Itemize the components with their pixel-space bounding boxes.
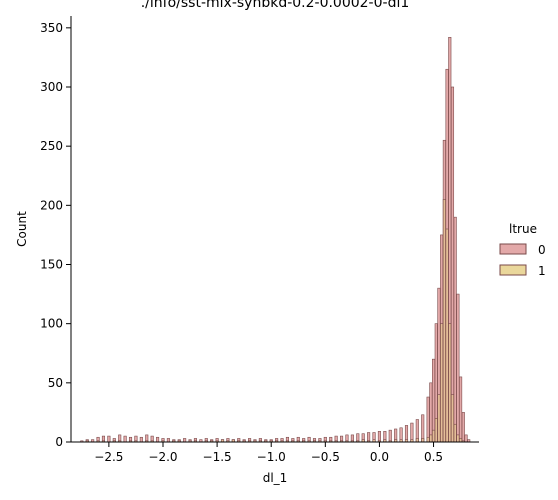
bar-ltrue-1 bbox=[456, 434, 460, 443]
bar-ltrue-0 bbox=[377, 431, 381, 443]
x-tick-label: −2.0 bbox=[148, 450, 177, 464]
x-tick-label: 0.5 bbox=[424, 450, 443, 464]
y-axis-title: Count bbox=[15, 211, 29, 247]
bar-ltrue-1 bbox=[440, 323, 444, 443]
bar-ltrue-1 bbox=[453, 423, 457, 443]
bar-ltrue-0 bbox=[464, 434, 468, 443]
x-tick-label: −1.0 bbox=[257, 450, 286, 464]
bar-ltrue-0 bbox=[461, 412, 465, 443]
bar-ltrue-0 bbox=[156, 436, 160, 443]
y-tick-label: 250 bbox=[40, 139, 63, 153]
x-tick-label: −2.5 bbox=[94, 450, 123, 464]
y-tick-label: 200 bbox=[40, 198, 63, 212]
y-tick-label: 0 bbox=[55, 435, 63, 449]
bar-ltrue-0 bbox=[450, 86, 455, 443]
bar-ltrue-1 bbox=[421, 438, 425, 443]
bar-ltrue-0 bbox=[421, 414, 425, 443]
bar-ltrue-1 bbox=[426, 436, 430, 443]
y-ticks-group: 0 50 100 150 200 250 300 350 bbox=[40, 21, 71, 449]
legend-label-1: 1 bbox=[538, 264, 546, 278]
bar-ltrue-0 bbox=[459, 376, 463, 443]
bar-ltrue-1 bbox=[415, 438, 419, 443]
y-tick-label: 350 bbox=[40, 21, 63, 35]
bar-ltrue-1 bbox=[459, 438, 463, 443]
bar-ltrue-1 bbox=[429, 434, 433, 443]
bar-ltrue-1 bbox=[448, 323, 452, 443]
legend-swatch-0 bbox=[499, 243, 527, 255]
bar-ltrue-1 bbox=[450, 394, 455, 443]
bar-ltrue-0 bbox=[453, 216, 457, 443]
bar-ltrue-0 bbox=[183, 438, 187, 443]
y-tick-label: 100 bbox=[40, 317, 63, 331]
bar-ltrue-0 bbox=[139, 436, 143, 443]
x-ticks-group: −2.5 −2.0 −1.5 −1.0 −0.5 0.0 0.5 bbox=[94, 442, 443, 464]
legend-label-0: 0 bbox=[538, 243, 546, 257]
bar-ltrue-0 bbox=[410, 422, 414, 443]
chart-title: ./info/sst-mix-synbkd-0.2-0.0002-0-dl1 bbox=[141, 0, 410, 11]
bar-ltrue-0 bbox=[432, 358, 436, 443]
bars-group bbox=[80, 36, 471, 443]
bar-ltrue-1 bbox=[434, 418, 438, 443]
bar-ltrue-1 bbox=[432, 429, 436, 443]
x-tick-label: −1.5 bbox=[203, 450, 232, 464]
bar-ltrue-0 bbox=[456, 293, 460, 443]
bar-ltrue-0 bbox=[426, 396, 430, 443]
legend-swatch-1 bbox=[499, 264, 527, 276]
y-tick-label: 150 bbox=[40, 258, 63, 272]
x-axis-title: dl_1 bbox=[263, 471, 288, 485]
x-tick-label: 0.0 bbox=[370, 450, 389, 464]
bar-ltrue-0 bbox=[107, 435, 111, 443]
y-tick-label: 300 bbox=[40, 80, 63, 94]
bar-ltrue-1 bbox=[442, 199, 446, 443]
y-tick-label: 50 bbox=[48, 376, 63, 390]
bar-ltrue-1 bbox=[437, 394, 441, 443]
bar-ltrue-0 bbox=[429, 382, 433, 443]
x-tick-label: −0.5 bbox=[311, 450, 340, 464]
bar-ltrue-0 bbox=[166, 438, 170, 443]
bar-ltrue-1 bbox=[445, 228, 449, 443]
bar-ltrue-0 bbox=[388, 429, 392, 443]
legend-title: ltrue bbox=[509, 222, 537, 236]
bar-ltrue-0 bbox=[123, 435, 127, 443]
legend: ltrue 0 1 bbox=[499, 222, 546, 278]
